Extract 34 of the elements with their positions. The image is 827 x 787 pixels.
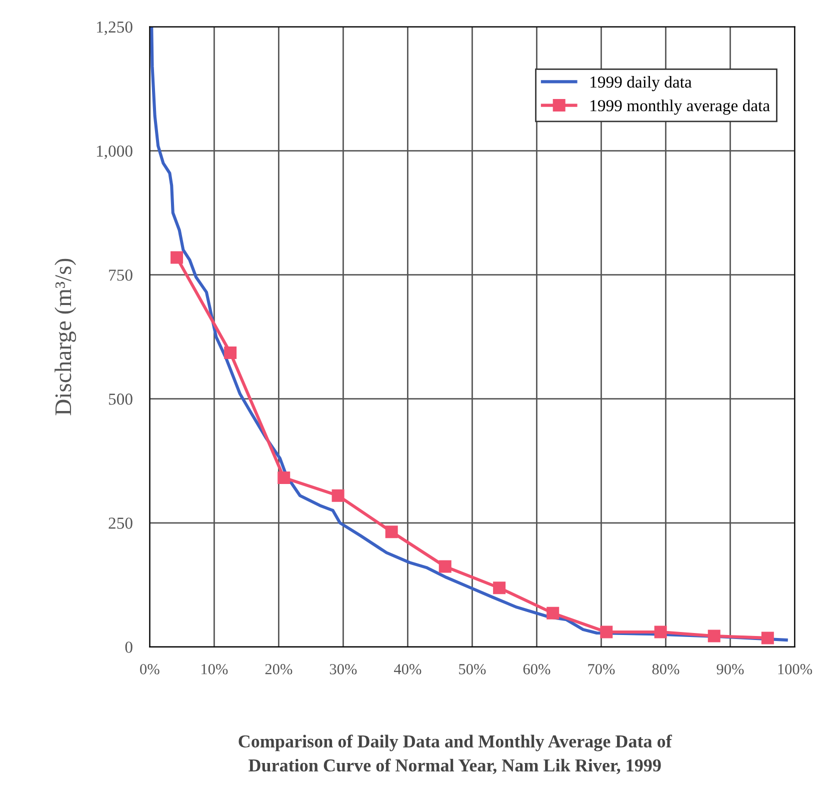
point — [385, 526, 398, 538]
x-tick-label: 70% — [588, 664, 615, 674]
text: Comparison of Daily Data and Monthly Average Data of Duration Curve of Normal Year, Nam Lik River, 1999 — [238, 734, 672, 774]
y-tick-label: 0 — [125, 642, 132, 653]
point — [493, 582, 506, 594]
y-tick-label: 500 — [108, 394, 132, 405]
x-tick-label: 60% — [523, 664, 550, 674]
y-tick-label: 1,000 — [96, 145, 132, 160]
x-tick-label: 0% — [140, 664, 160, 674]
y-axis-title: Discharge (m³/s) — [54, 258, 76, 416]
y-tick-label: 750 — [109, 270, 132, 281]
point — [546, 606, 560, 620]
x-tick-label: 100% — [778, 664, 812, 674]
y-tick-label: 250 — [108, 518, 132, 529]
point — [708, 630, 720, 642]
point — [761, 632, 774, 644]
line-series — [150, 26, 788, 642]
point — [654, 626, 667, 638]
x-tick-label: 40% — [394, 664, 422, 674]
x-tick-label: 90% — [716, 664, 744, 674]
point — [600, 626, 613, 638]
legend-label: 1999 daily data — [590, 76, 692, 92]
legend-label: 1999 monthly average data — [590, 100, 770, 115]
point — [224, 346, 237, 359]
x-tick-label: 50% — [459, 664, 486, 674]
x-tick-label: 80% — [652, 664, 680, 674]
point — [332, 489, 344, 502]
point — [278, 471, 290, 484]
y-tick-label: 1,250 — [96, 21, 132, 36]
x-tick-label: 10% — [202, 664, 228, 674]
point — [438, 560, 452, 573]
x-tick-label: 20% — [265, 664, 292, 674]
point — [170, 251, 184, 264]
x-tick-label: 30% — [330, 664, 357, 674]
